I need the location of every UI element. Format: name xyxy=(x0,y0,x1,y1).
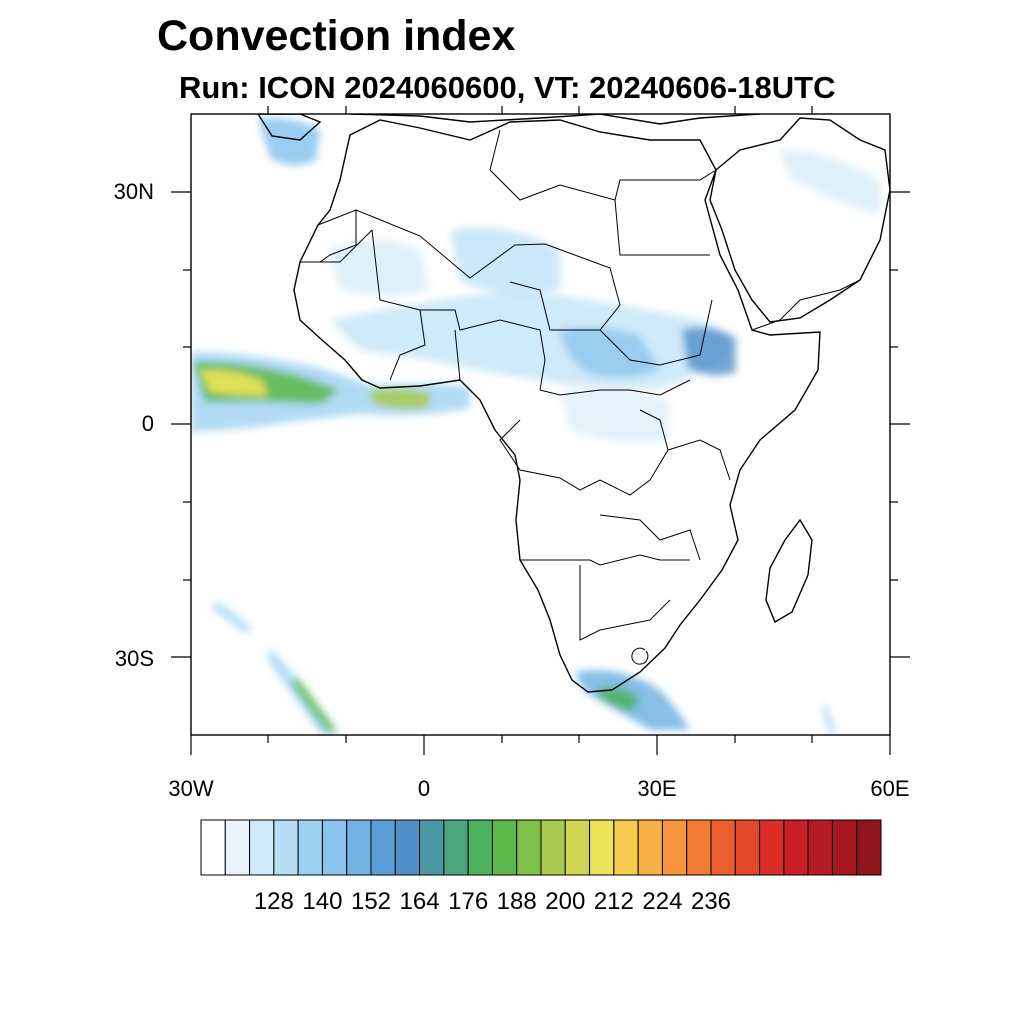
colorbar-box xyxy=(467,819,493,876)
figure-subtitle: Run: ICON 2024060600, VT: 20240606-18UTC xyxy=(179,70,836,105)
border-6 xyxy=(539,379,691,396)
colorbar-box xyxy=(710,819,736,876)
arabia-coastline xyxy=(709,117,890,323)
convection-patch-sahara-west xyxy=(330,240,430,295)
colorbar-label: 140 xyxy=(302,888,343,915)
colorbar-box xyxy=(370,819,396,876)
border-5 xyxy=(371,229,546,391)
colorbar-box xyxy=(589,819,615,876)
convection-peak-atlantic xyxy=(200,369,268,396)
convection-field xyxy=(191,117,880,735)
figure-title: Convection index xyxy=(157,12,516,60)
border-8 xyxy=(499,409,669,496)
border-17 xyxy=(631,647,649,665)
colorbar-box xyxy=(224,819,251,876)
colorbar-box xyxy=(200,819,226,876)
convection-core-guinea xyxy=(370,388,430,410)
border-13 xyxy=(389,309,426,381)
colorbar-box xyxy=(321,819,348,876)
map-area xyxy=(191,114,890,735)
colorbar-box xyxy=(491,819,518,876)
colorbar-box xyxy=(540,819,566,876)
colorbar-label: 164 xyxy=(399,888,440,915)
colorbar-box xyxy=(759,819,785,876)
colorbar-box xyxy=(637,819,663,876)
border-15 xyxy=(300,229,373,263)
convection-core-centralafrica xyxy=(560,327,660,378)
colorbar-box xyxy=(443,819,469,876)
border-9 xyxy=(667,439,731,481)
iberia-coastline xyxy=(257,114,322,141)
colorbar-label: 128 xyxy=(253,888,294,915)
colorbar-box xyxy=(856,819,882,876)
convection-patch-sahara-central xyxy=(450,227,560,294)
madagascar xyxy=(765,518,813,624)
convection-patch-congo xyxy=(560,388,670,443)
colorbar-box xyxy=(613,819,639,876)
colorbar-box xyxy=(249,819,275,876)
colorbar-box xyxy=(564,819,591,876)
lat-label-30n: 30N xyxy=(113,179,154,204)
lon-label-0: 0 xyxy=(417,776,431,801)
border-16 xyxy=(751,279,861,331)
lon-label-60e: 60E xyxy=(870,776,910,801)
convection-patch-arabia xyxy=(780,150,880,215)
colorbar-box xyxy=(661,819,688,876)
border-12 xyxy=(599,514,701,561)
lat-label-30s: 30S xyxy=(114,646,154,671)
convection-patch-north-atlantic xyxy=(258,117,320,166)
convection-streak-southeast xyxy=(822,704,836,735)
colorbar-box xyxy=(273,819,299,876)
convection-band-sahel xyxy=(330,290,740,389)
border-2 xyxy=(355,209,621,331)
colorbar-label: 236 xyxy=(690,888,732,915)
country-borders xyxy=(300,129,861,665)
colorbar-box xyxy=(516,819,542,876)
colorbar-box xyxy=(297,819,323,876)
colorbar-box xyxy=(831,819,858,876)
coastlines xyxy=(257,114,890,693)
border-14 xyxy=(454,329,461,381)
border-3 xyxy=(489,129,710,256)
convection-core-ethiopia xyxy=(682,327,736,376)
colorbar-label: 212 xyxy=(593,888,634,915)
lat-label-eq: 0 xyxy=(141,411,154,436)
border-7 xyxy=(599,299,713,366)
colorbar-box xyxy=(783,819,809,876)
colorbar-box xyxy=(419,819,445,876)
convection-streak-southwest2 xyxy=(212,600,252,634)
colorbar-box xyxy=(346,819,372,876)
colorbar-label: 188 xyxy=(496,888,537,915)
colorbar-box xyxy=(394,819,421,876)
border-10 xyxy=(520,554,690,566)
colorbar-label: 176 xyxy=(448,888,489,915)
border-1 xyxy=(317,209,357,263)
border-4 xyxy=(614,169,717,201)
lon-label-30e: 30E xyxy=(637,776,677,801)
convection-peak-southafrica xyxy=(598,687,640,712)
colorbar-box xyxy=(686,819,712,876)
colorbar xyxy=(200,819,882,876)
map-frame xyxy=(190,113,891,736)
lon-label-30w: 30W xyxy=(168,776,214,801)
europe-coastline xyxy=(349,114,761,125)
convection-core-southwest xyxy=(292,676,336,733)
colorbar-label: 200 xyxy=(545,888,586,915)
axis-ticks xyxy=(171,106,910,755)
colorbar-box xyxy=(734,819,761,876)
colorbar-label: 224 xyxy=(642,888,683,915)
colorbar-label: 152 xyxy=(350,888,392,915)
africa-coastline xyxy=(293,119,821,693)
border-11 xyxy=(579,565,671,641)
colorbar-box xyxy=(807,819,833,876)
